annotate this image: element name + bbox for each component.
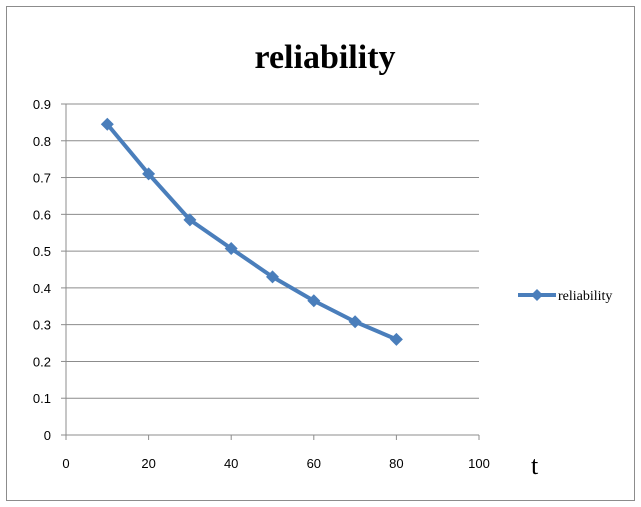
y-tick-label: 0.3 <box>33 318 51 333</box>
y-tick-label: 0.4 <box>33 281 51 296</box>
y-tick-label: 0.2 <box>33 354 51 369</box>
legend-label: reliability <box>558 289 612 304</box>
data-point <box>389 332 403 346</box>
data-point <box>100 117 114 131</box>
x-tick-label: 80 <box>389 456 403 471</box>
series <box>100 117 403 346</box>
series-line <box>105 122 399 342</box>
data-point <box>266 270 279 284</box>
y-tick-label: 0.5 <box>33 244 51 259</box>
chart-title: reliability <box>254 39 395 76</box>
y-tick-label: 0.1 <box>33 391 51 406</box>
y-tick-label: 0.6 <box>33 207 51 222</box>
data-point <box>224 242 238 256</box>
axes <box>65 104 479 436</box>
data-point <box>307 294 321 308</box>
data-point <box>142 167 156 181</box>
x-axis-label: t <box>531 451 539 480</box>
x-tick-label: 100 <box>468 456 490 471</box>
y-tick-label: 0.9 <box>33 97 51 112</box>
y-tick-label: 0 <box>44 428 51 443</box>
chart-frame <box>6 6 635 501</box>
x-tick-label: 60 <box>307 456 321 471</box>
tick-labels: 0 0.1 0.2 0.3 0.4 0.5 0.6 0.7 0.8 0.9 0 20 40 60 80 100 <box>33 97 490 471</box>
x-tick-label: 0 <box>62 456 69 471</box>
data-point <box>348 315 362 329</box>
y-tick-label: 0.7 <box>33 171 51 186</box>
legend: reliability <box>518 289 612 304</box>
x-tick-label: 20 <box>141 456 155 471</box>
x-tick-label: 40 <box>224 456 238 471</box>
legend-marker <box>531 289 543 301</box>
gridlines <box>66 103 479 399</box>
data-point <box>183 213 197 227</box>
y-tick-label: 0.8 <box>33 134 51 149</box>
